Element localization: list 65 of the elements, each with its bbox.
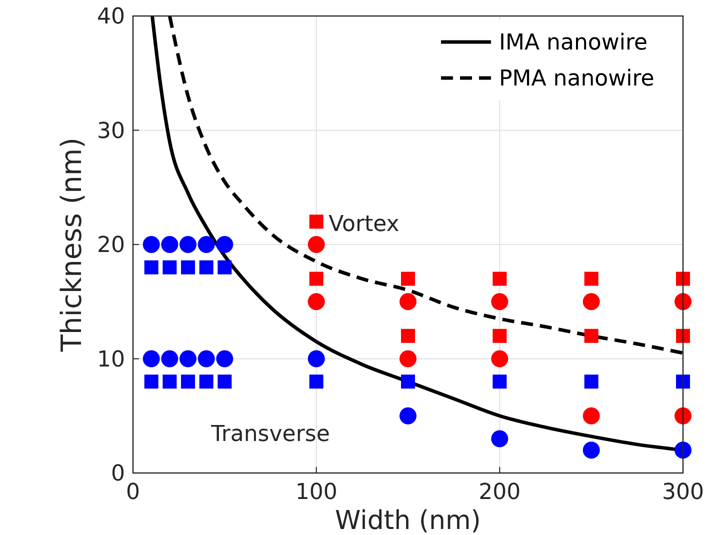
point xyxy=(400,293,416,310)
point xyxy=(491,293,508,310)
point xyxy=(216,350,234,368)
point xyxy=(491,430,508,448)
point xyxy=(676,272,690,286)
x-tick-label: 100 xyxy=(295,480,338,505)
point xyxy=(584,272,598,286)
point xyxy=(181,374,195,389)
y-tick-label: 40 xyxy=(97,4,125,30)
point xyxy=(491,350,508,368)
legend-label: IMA nanowire xyxy=(499,30,648,56)
point xyxy=(161,236,178,253)
point xyxy=(161,350,178,368)
point xyxy=(676,328,690,343)
point xyxy=(401,374,415,389)
point xyxy=(308,350,325,368)
point xyxy=(582,442,600,459)
point xyxy=(584,328,598,343)
point xyxy=(309,214,324,229)
point xyxy=(142,236,160,253)
y-tick-label: 30 xyxy=(97,118,125,144)
annotation: Vortex xyxy=(328,212,400,237)
point xyxy=(584,374,598,389)
point xyxy=(674,293,692,310)
x-axis-title: Width (nm) xyxy=(335,506,481,535)
point xyxy=(674,442,692,459)
point xyxy=(198,236,215,253)
annotation: Transverse xyxy=(210,422,330,448)
x-tick-label: 300 xyxy=(662,480,704,505)
point xyxy=(218,260,232,274)
point xyxy=(401,328,415,343)
y-tick-label: 20 xyxy=(97,233,125,258)
point xyxy=(199,260,214,274)
point xyxy=(492,328,507,343)
point xyxy=(216,236,234,253)
point xyxy=(162,260,177,274)
point xyxy=(676,374,690,389)
point xyxy=(162,374,177,389)
line-series xyxy=(168,16,683,355)
point xyxy=(218,374,232,389)
point xyxy=(401,272,415,286)
y-tick-label: 0 xyxy=(111,462,125,487)
y-axis-title: Thickness (nm) xyxy=(55,137,88,353)
point xyxy=(400,407,416,424)
y-tick-label: 10 xyxy=(97,347,125,372)
point xyxy=(492,374,507,389)
point xyxy=(199,374,214,389)
x-tick-label: 200 xyxy=(478,480,521,505)
point xyxy=(582,293,600,310)
point xyxy=(180,236,196,253)
point xyxy=(400,350,416,368)
point xyxy=(180,350,196,368)
point xyxy=(309,272,324,286)
point xyxy=(198,350,215,368)
legend-label: PMA nanowire xyxy=(499,66,654,92)
point xyxy=(492,272,507,286)
point xyxy=(308,293,325,310)
point xyxy=(674,407,692,424)
point xyxy=(309,374,324,389)
point xyxy=(144,374,158,389)
point xyxy=(142,350,160,368)
point xyxy=(144,260,158,274)
point xyxy=(582,407,600,424)
point xyxy=(181,260,195,274)
point xyxy=(308,236,325,253)
